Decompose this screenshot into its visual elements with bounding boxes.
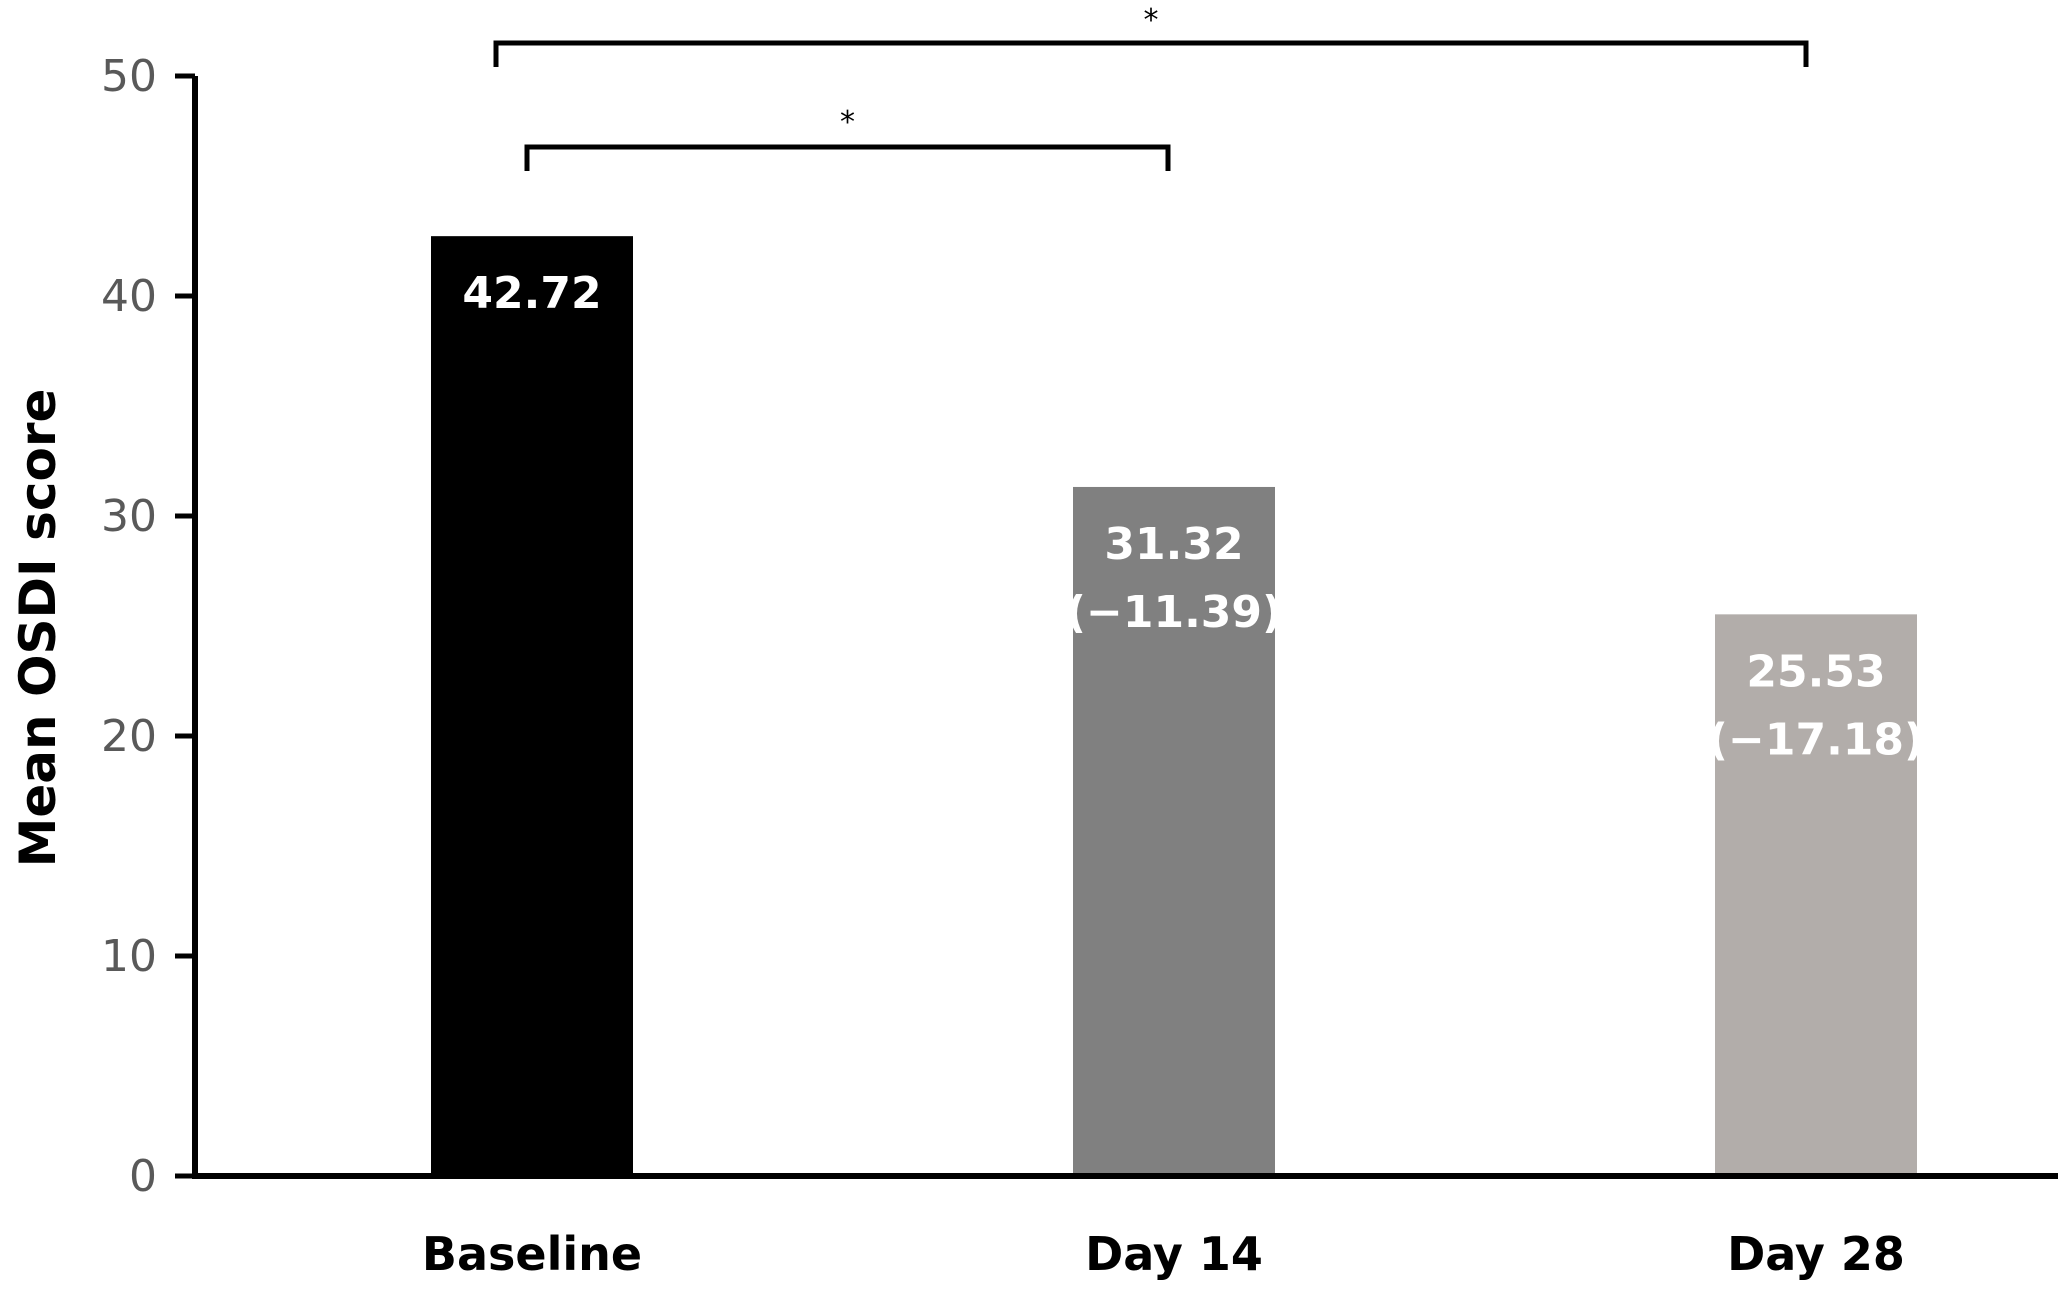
y-tick-label: 20	[101, 711, 157, 762]
bar-data-label: 31.32	[1104, 519, 1243, 570]
y-tick-label: 50	[101, 51, 157, 102]
y-axis-label: Mean OSDI score	[9, 389, 67, 868]
bar	[1715, 614, 1917, 1176]
y-axis-ticks: 0 10 20 30 40 50	[101, 51, 195, 1202]
y-tick-label: 30	[101, 491, 157, 542]
significance-bracket	[524, 144, 1171, 171]
x-axis-categories: Baseline Day 14 Day 28	[422, 1227, 1905, 1281]
bar-data-label: (−11.39)	[1066, 587, 1282, 638]
y-tick-label: 10	[101, 931, 157, 982]
y-tick-label: 0	[129, 1151, 157, 1202]
bar	[1073, 486, 1275, 1177]
x-category-label: Day 28	[1727, 1227, 1905, 1281]
bar-data-label: 42.72	[462, 268, 601, 319]
significance-bracket	[493, 40, 1809, 67]
bar-data-label: 25.53	[1746, 646, 1885, 697]
significance-brackets: **	[493, 3, 1809, 171]
significance-star: *	[840, 105, 855, 140]
bars: 42.72 31.32 (−11.39) 25.53 (−17.18)	[431, 236, 1924, 1177]
x-category-label: Baseline	[422, 1227, 642, 1281]
bar	[431, 236, 633, 1176]
axes	[192, 76, 2058, 1179]
x-category-label: Day 14	[1085, 1227, 1263, 1281]
bar-data-label: (−17.18)	[1708, 714, 1924, 765]
y-tick-label: 40	[101, 271, 157, 322]
significance-star: *	[1144, 3, 1159, 38]
